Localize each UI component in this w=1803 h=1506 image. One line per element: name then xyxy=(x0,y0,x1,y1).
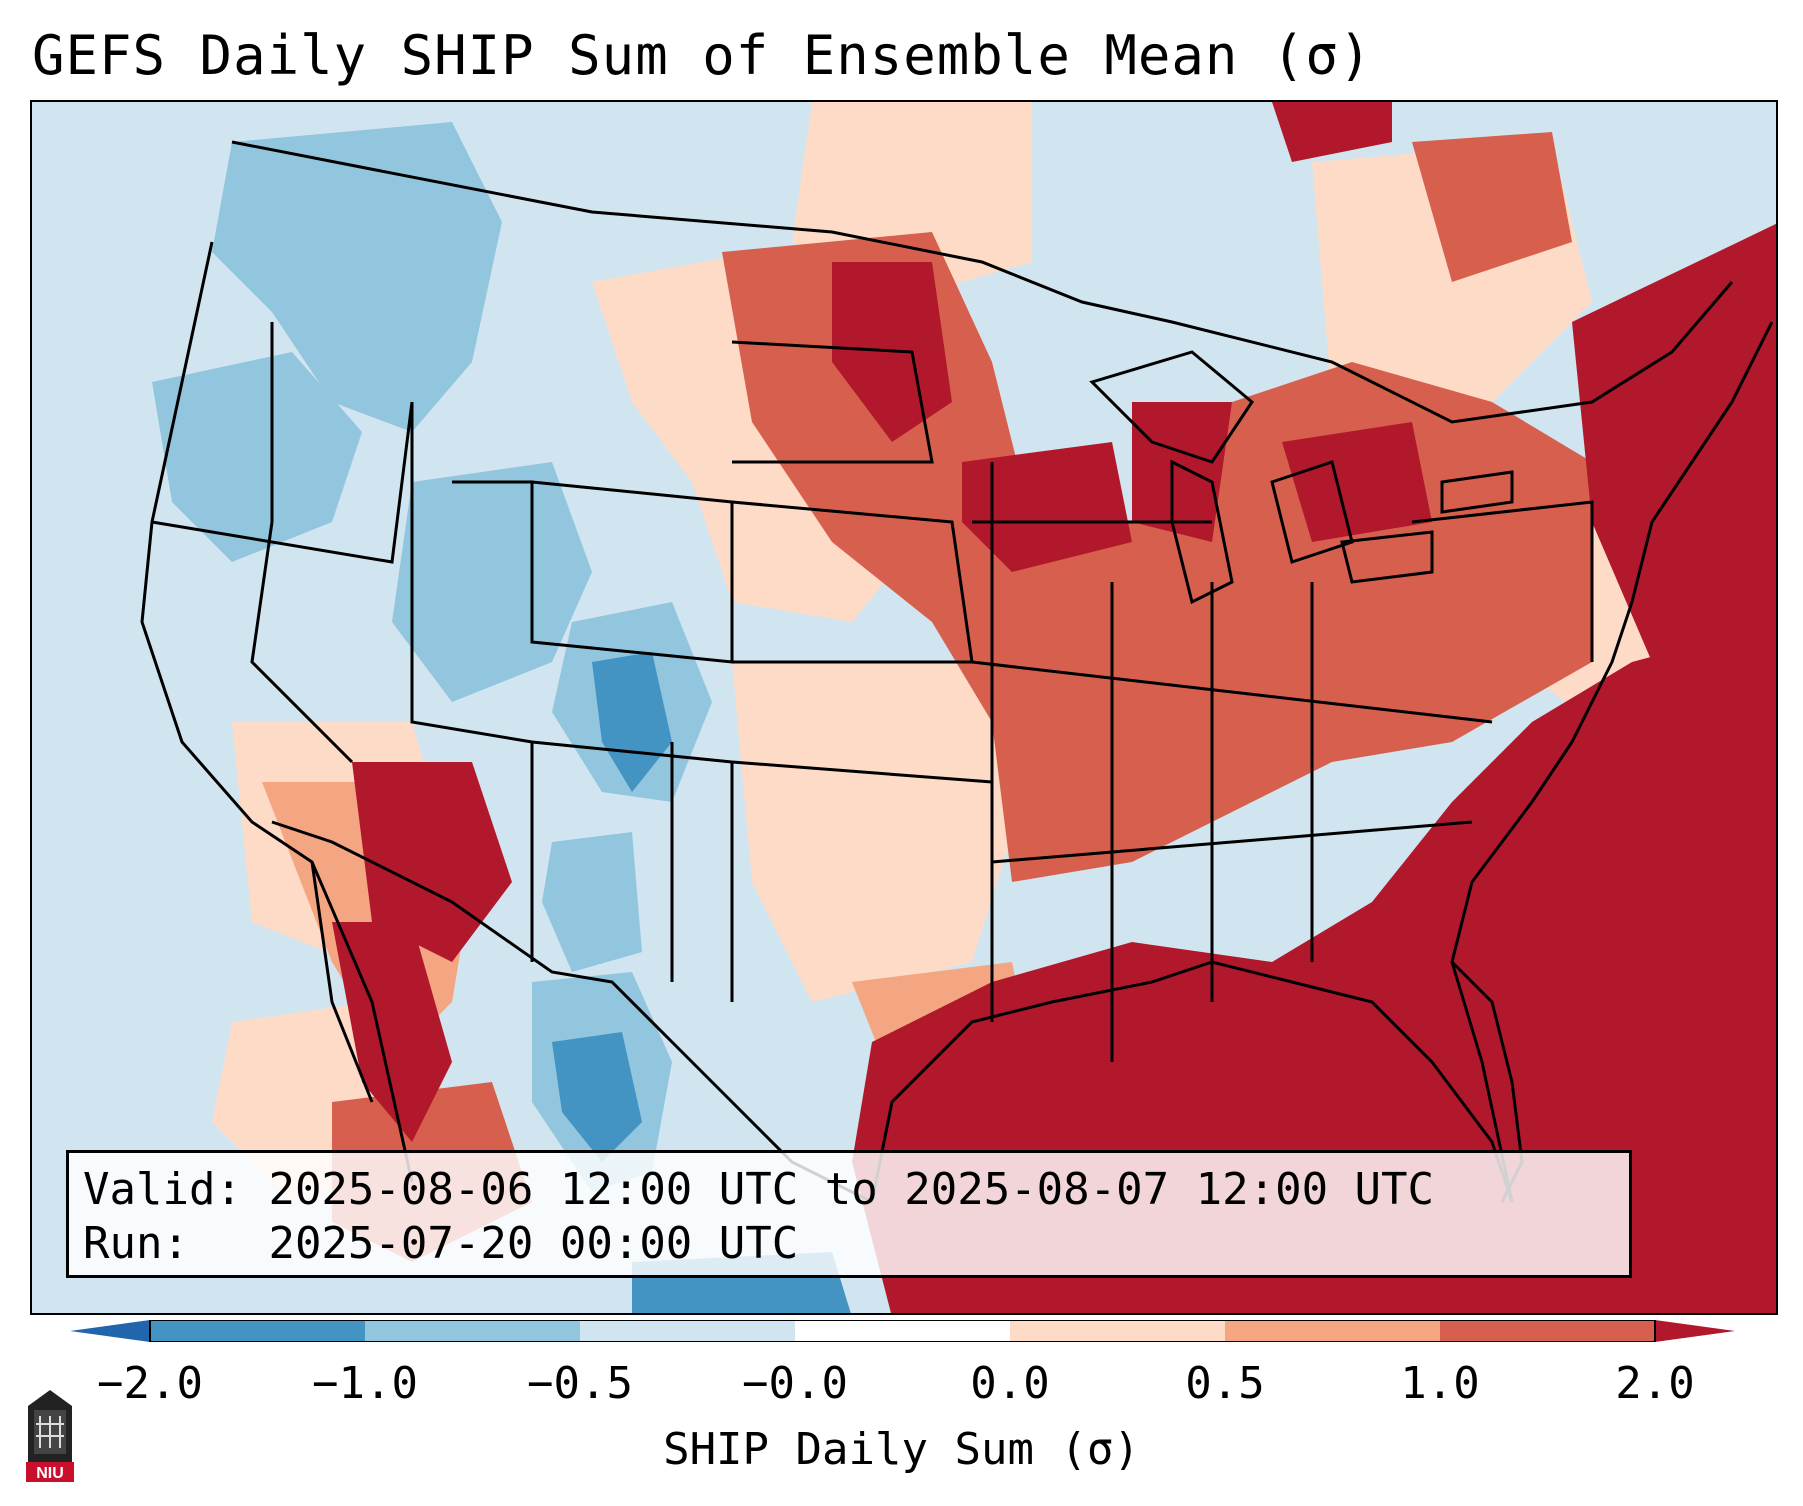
tick-label: 0.5 xyxy=(1185,1358,1265,1409)
negative-anomaly-regions xyxy=(152,122,851,1313)
run-label: Run: xyxy=(83,1218,189,1269)
tick-label: −0.5 xyxy=(527,1358,633,1409)
tick-label: −2.0 xyxy=(97,1358,203,1409)
colorbar-seg-4 xyxy=(795,1320,1010,1342)
colorbar-label: SHIP Daily Sum (σ) xyxy=(663,1424,1140,1475)
colorbar-extend-high xyxy=(1655,1320,1735,1342)
colorbar-seg-1 xyxy=(150,1320,365,1342)
colorbar-seg-2 xyxy=(365,1320,580,1342)
validity-info-box: Valid: 2025-08-06 12:00 UTC to 2025-08-0… xyxy=(66,1150,1632,1278)
anomaly-map xyxy=(32,102,1776,1313)
run-line: Run: 2025-07-20 00:00 UTC xyxy=(83,1217,1615,1271)
map-panel xyxy=(30,100,1778,1315)
tick-label: 2.0 xyxy=(1615,1358,1695,1409)
boundaries xyxy=(140,140,1774,1204)
niu-logo: NIU xyxy=(26,1390,74,1482)
colorbar-seg-6 xyxy=(1225,1320,1440,1342)
colorbar xyxy=(70,1320,1735,1342)
logo-text: NIU xyxy=(36,1465,64,1482)
colorbar-seg-7 xyxy=(1440,1320,1655,1342)
colorbar-seg-3 xyxy=(580,1320,795,1342)
tick-label: −0.0 xyxy=(742,1358,848,1409)
run-value: 2025-07-20 00:00 UTC xyxy=(268,1218,799,1269)
valid-line: Valid: 2025-08-06 12:00 UTC to 2025-08-0… xyxy=(83,1163,1615,1217)
colorbar-seg-5 xyxy=(1010,1320,1225,1342)
colorbar-ticks: −2.0 −1.0 −0.5 −0.0 0.0 0.5 1.0 2.0 xyxy=(0,1358,1803,1418)
colorbar-extend-low xyxy=(70,1320,150,1342)
map-title: GEFS Daily SHIP Sum of Ensemble Mean (σ) xyxy=(32,24,1373,87)
valid-label: Valid: xyxy=(83,1164,242,1215)
colorbar-outline xyxy=(149,1320,1656,1342)
tick-label: 0.0 xyxy=(970,1358,1050,1409)
tick-label: −1.0 xyxy=(312,1358,418,1409)
tick-label: 1.0 xyxy=(1400,1358,1480,1409)
valid-value: 2025-08-06 12:00 UTC to 2025-08-07 12:00… xyxy=(268,1164,1435,1215)
